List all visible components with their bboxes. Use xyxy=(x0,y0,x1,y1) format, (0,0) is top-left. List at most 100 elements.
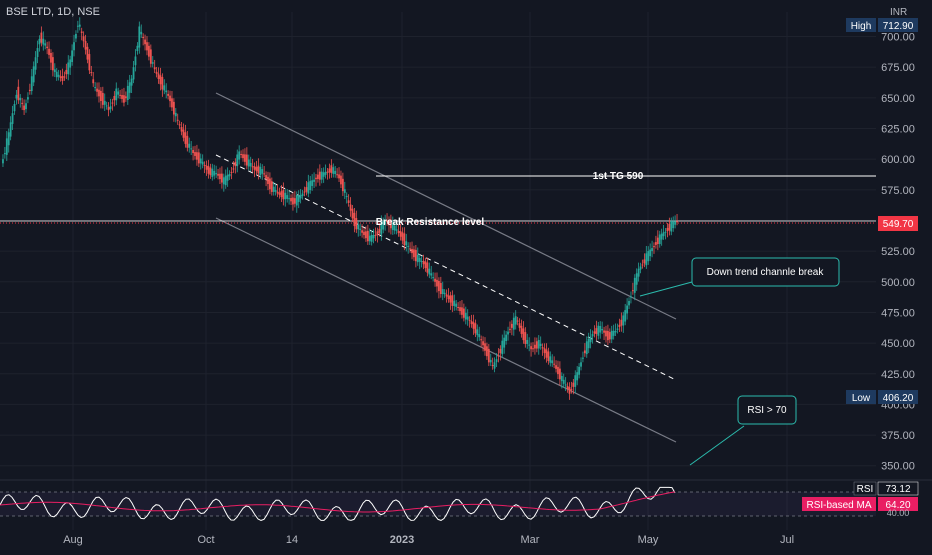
candle-body xyxy=(507,331,509,335)
candle-body xyxy=(338,174,340,179)
candle-body xyxy=(219,173,221,180)
candle-body xyxy=(103,100,106,105)
candle-body xyxy=(174,112,177,117)
candle-body xyxy=(376,231,379,236)
candle-body xyxy=(553,363,556,365)
candle-body xyxy=(522,328,525,341)
candle-body xyxy=(378,228,381,233)
candle-body xyxy=(484,343,486,351)
high-value: 712.90 xyxy=(883,21,914,32)
candle-body xyxy=(582,357,584,359)
candle-body xyxy=(530,346,532,350)
candle-body xyxy=(163,85,166,91)
rsi-note-annotation: RSI > 70 xyxy=(747,405,787,416)
candle-body xyxy=(564,384,567,386)
candle-body xyxy=(65,69,68,75)
rsi-line xyxy=(0,486,676,521)
candle-body xyxy=(249,162,252,167)
trend-channel xyxy=(215,92,677,443)
candle-body xyxy=(32,66,35,83)
y-tick-label: 375.00 xyxy=(881,430,915,442)
candle-body xyxy=(203,165,206,167)
candle-body xyxy=(261,169,264,174)
candle-body xyxy=(414,249,417,262)
candle-body xyxy=(113,96,116,101)
x-tick-label: 14 xyxy=(286,534,298,546)
candle-body xyxy=(332,167,335,174)
candle-body xyxy=(23,105,25,111)
candle-body xyxy=(347,200,350,203)
candle-body xyxy=(295,195,298,206)
candle-body xyxy=(232,168,235,170)
low-label: Low xyxy=(852,393,871,404)
candle-body xyxy=(238,151,241,160)
candle-body xyxy=(100,90,102,101)
candle-body xyxy=(651,248,653,252)
candle-body xyxy=(656,237,659,245)
price-axis[interactable]: 350.00375.00400.00425.00450.00475.00500.… xyxy=(881,32,915,473)
x-tick-label: Jul xyxy=(780,534,794,546)
candle-body xyxy=(647,251,650,262)
candle-body xyxy=(7,132,10,146)
candle-body xyxy=(447,295,450,300)
candle-body xyxy=(422,260,425,265)
y-tick-label: 675.00 xyxy=(881,62,915,74)
time-axis[interactable]: Aug Oct 14 2023 Mar May Jul xyxy=(63,534,794,546)
candle-body xyxy=(303,191,306,193)
candle-body xyxy=(468,319,471,321)
candle-body xyxy=(633,277,636,293)
rsi-ma-line xyxy=(0,491,676,513)
candle-body xyxy=(278,192,281,195)
candle-body xyxy=(48,48,50,55)
candle-body xyxy=(528,344,531,346)
candle-body xyxy=(188,143,191,148)
candle-body xyxy=(558,368,561,380)
candle-body xyxy=(580,362,582,367)
candle-body xyxy=(265,175,267,179)
candle-body xyxy=(595,328,598,334)
candle-body xyxy=(215,173,218,175)
candle-body xyxy=(76,25,79,27)
candle-body xyxy=(101,92,104,105)
candle-body xyxy=(457,306,460,308)
candle-body xyxy=(391,222,394,230)
candle-body xyxy=(318,171,321,180)
candle-body xyxy=(591,334,594,337)
candle-body xyxy=(169,95,171,102)
candle-body xyxy=(25,103,27,110)
candle-body xyxy=(430,273,433,276)
candle-body xyxy=(149,49,152,64)
candle-body xyxy=(534,344,536,349)
candle-body xyxy=(557,366,559,375)
candle-body xyxy=(242,154,244,159)
rsi-value: 73.12 xyxy=(885,484,910,495)
candle-body xyxy=(382,221,385,230)
candle-body xyxy=(171,98,173,108)
y-tick-label: 475.00 xyxy=(881,307,915,319)
candle-body xyxy=(36,48,39,58)
candle-body xyxy=(132,67,135,80)
candle-body xyxy=(159,75,162,85)
candle-body xyxy=(272,186,275,192)
candle-body xyxy=(50,52,52,63)
target-annotation: 1st TG 590 xyxy=(593,171,644,182)
candle-body xyxy=(578,366,580,375)
candle-body xyxy=(416,254,419,263)
candle-body xyxy=(597,325,600,336)
candle-body xyxy=(234,161,237,167)
candle-body xyxy=(288,198,291,200)
candle-body xyxy=(601,328,604,331)
candle-body xyxy=(372,235,375,239)
y-tick-label: 650.00 xyxy=(881,93,915,105)
x-tick-label: May xyxy=(638,534,659,546)
candle-body xyxy=(255,167,258,172)
candle-body xyxy=(349,204,352,211)
candle-body xyxy=(293,198,296,204)
candle-body xyxy=(313,179,315,182)
candle-body xyxy=(637,268,640,277)
candle-body xyxy=(612,330,615,336)
candle-body xyxy=(144,39,146,45)
y-tick-label: 700.00 xyxy=(881,32,915,44)
candle-body xyxy=(547,351,550,361)
